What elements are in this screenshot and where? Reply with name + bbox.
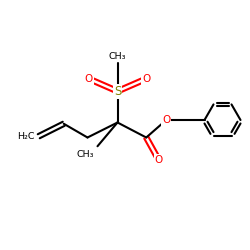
Text: O: O [154,155,163,165]
Text: CH₃: CH₃ [76,150,94,159]
Text: H₂C: H₂C [18,132,35,141]
Text: O: O [84,74,93,84]
Text: CH₃: CH₃ [109,52,126,61]
Text: O: O [162,115,170,125]
Text: S: S [114,85,121,98]
Text: O: O [142,74,150,84]
